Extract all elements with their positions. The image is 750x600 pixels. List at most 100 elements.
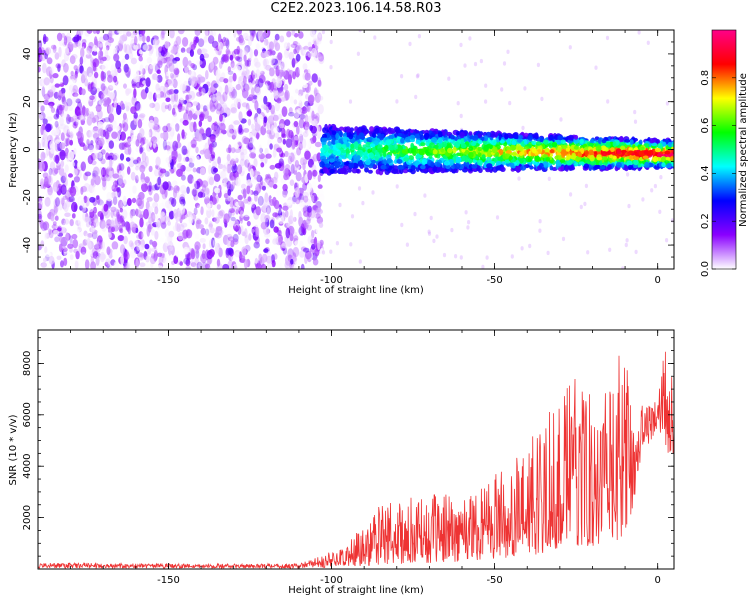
heatmap-cell xyxy=(416,73,420,78)
heatmap-cell xyxy=(284,150,289,158)
heatmap-cell xyxy=(104,132,110,140)
heatmap-cell xyxy=(87,143,95,151)
heatmap-cell xyxy=(204,36,208,43)
heatmap-cell xyxy=(227,30,232,35)
heatmap-cell xyxy=(229,175,234,181)
heatmap-cell xyxy=(266,120,270,131)
heatmap-cell xyxy=(273,90,279,100)
heatmap-cell xyxy=(401,149,407,154)
heatmap-cell xyxy=(171,180,178,187)
heatmap-cell xyxy=(241,70,248,76)
heatmap-cell xyxy=(290,96,294,104)
heatmap-cell xyxy=(223,37,230,47)
heatmap-cell xyxy=(317,184,323,189)
heatmap-cell xyxy=(95,255,100,266)
heatmap-cell xyxy=(216,263,223,269)
heatmap-cell xyxy=(230,240,235,248)
heatmap-cell xyxy=(185,266,191,269)
heatmap-cell xyxy=(105,258,111,267)
heatmap-cell xyxy=(175,45,180,53)
heatmap-cell xyxy=(95,195,100,200)
heatmap-cell xyxy=(172,140,179,151)
heatmap-cell xyxy=(247,142,254,150)
heatmap-cell xyxy=(176,163,184,170)
heatmap-cell xyxy=(133,44,139,50)
heatmap-cell xyxy=(156,69,161,74)
heatmap-cell xyxy=(140,137,145,146)
heatmap-cell xyxy=(255,183,262,194)
heatmap-cell xyxy=(59,149,66,161)
heatmap-cell xyxy=(192,188,197,197)
heatmap-cell xyxy=(523,132,529,137)
heatmap-cell xyxy=(191,188,198,197)
heatmap-cell xyxy=(67,243,74,249)
heatmap-cell xyxy=(410,129,414,134)
heatmap-cell xyxy=(256,60,263,71)
heatmap-cell xyxy=(99,166,104,178)
heatmap-cell xyxy=(285,138,293,148)
heatmap-cell xyxy=(181,51,186,60)
heatmap-cell xyxy=(181,106,186,111)
heatmap-cell xyxy=(304,125,309,130)
heatmap-cell xyxy=(54,120,59,128)
heatmap-cell xyxy=(98,100,105,105)
heatmap-cell xyxy=(166,87,172,97)
heatmap-cell xyxy=(91,117,96,124)
heatmap-cell xyxy=(314,98,320,108)
heatmap-cell xyxy=(277,52,283,61)
heatmap-cell xyxy=(212,238,219,248)
heatmap-cell xyxy=(200,227,206,236)
heatmap-cell xyxy=(299,133,304,144)
heatmap-cell xyxy=(307,52,312,58)
heatmap-cell xyxy=(557,135,562,141)
heatmap-cell xyxy=(182,56,189,68)
heatmap-cell xyxy=(99,82,104,92)
heatmap-cell xyxy=(183,99,188,105)
heatmap-cell xyxy=(71,201,78,213)
heatmap-cell xyxy=(288,129,294,139)
heatmap-cell xyxy=(665,156,671,161)
heatmap-cell xyxy=(215,84,221,89)
heatmap-cell xyxy=(303,247,310,253)
heatmap-cell xyxy=(257,114,264,125)
heatmap-cell xyxy=(98,128,104,137)
figure-title: C2E2.2023.106.14.58.R03 xyxy=(270,1,442,16)
heatmap-cell xyxy=(619,141,625,147)
heatmap-cell xyxy=(47,202,51,213)
heatmap-cell xyxy=(93,132,98,141)
heatmap-cell xyxy=(182,37,189,47)
heatmap-cell xyxy=(276,189,282,196)
heatmap-cell xyxy=(186,186,190,194)
heatmap-cell xyxy=(477,152,482,157)
heatmap-cell xyxy=(52,186,58,193)
heatmap-cell xyxy=(538,228,542,233)
heatmap-cell xyxy=(258,195,263,206)
heatmap-cell xyxy=(198,104,205,109)
heatmap-cell xyxy=(273,114,279,122)
heatmap-cell xyxy=(226,163,232,174)
heatmap-cell xyxy=(286,31,292,38)
heatmap-cell xyxy=(174,123,180,132)
heatmap-cell xyxy=(380,133,385,139)
heatmap-cell xyxy=(122,226,127,235)
heatmap-cell xyxy=(196,155,200,166)
heatmap-cell xyxy=(231,176,235,182)
heatmap-cell xyxy=(577,152,583,158)
heatmap-cell xyxy=(263,197,270,209)
heatmap-cell xyxy=(316,216,324,224)
heatmap-cell xyxy=(133,88,137,99)
heatmap-cell xyxy=(629,139,634,146)
heatmap-cell xyxy=(73,65,79,71)
heatmap-cell xyxy=(154,102,160,112)
heatmap-cell xyxy=(568,45,572,50)
heatmap-cell xyxy=(205,70,209,80)
heatmap-cell xyxy=(263,38,269,46)
heatmap-cell xyxy=(63,62,69,73)
heatmap-cell xyxy=(407,147,414,154)
heatmap-cell xyxy=(74,92,78,102)
heatmap-cell xyxy=(578,161,585,166)
heatmap-cell xyxy=(133,112,138,119)
heatmap-cell xyxy=(109,46,113,52)
heatmap-cell xyxy=(304,72,311,81)
heatmap-cell xyxy=(147,247,152,255)
